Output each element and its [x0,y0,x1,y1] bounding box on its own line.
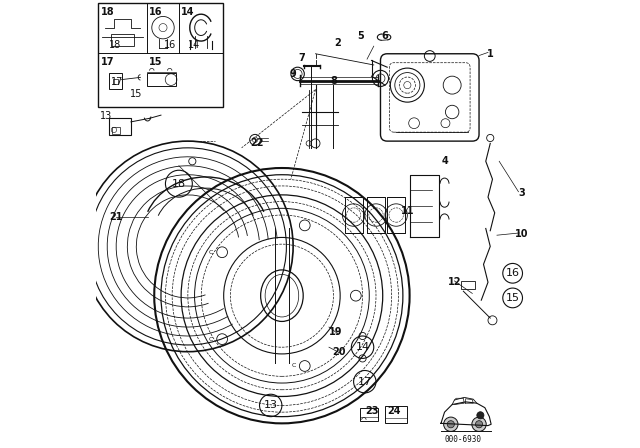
Bar [109,118,131,135]
Text: C: C [209,336,213,342]
Circle shape [477,412,484,419]
Text: 5: 5 [357,31,364,41]
Circle shape [444,417,458,431]
Text: C: C [209,250,213,255]
Bar [385,406,408,423]
Text: 15: 15 [506,293,520,303]
Text: 17: 17 [111,77,124,86]
Circle shape [291,67,305,81]
Text: 11: 11 [401,206,414,215]
Text: 17: 17 [100,57,114,67]
Circle shape [476,421,483,428]
Text: 21: 21 [109,212,123,222]
Bar [345,197,363,233]
Bar [111,34,134,46]
Text: 12: 12 [447,277,461,287]
Text: 24: 24 [387,406,401,416]
Text: 1: 1 [487,49,493,59]
Text: 20: 20 [333,347,346,357]
Text: 7: 7 [299,53,305,63]
Bar [147,73,177,86]
Text: 3: 3 [518,188,525,198]
Text: 15: 15 [130,89,143,99]
Text: 16: 16 [149,7,163,17]
Text: 10: 10 [515,229,529,239]
Bar [112,127,120,134]
Text: 8: 8 [330,76,337,86]
Bar [360,408,378,421]
Text: 18: 18 [109,40,121,50]
Text: 6: 6 [381,31,388,41]
Bar [109,73,122,89]
Text: 19: 19 [329,327,342,337]
Bar [367,197,385,233]
Text: 13: 13 [264,401,278,410]
Text: 15: 15 [149,57,163,67]
Circle shape [189,158,196,165]
Text: 14: 14 [181,7,195,17]
Text: 18: 18 [172,179,186,189]
Text: 17: 17 [358,377,372,387]
Text: 13: 13 [100,112,112,121]
Text: 22: 22 [250,138,264,148]
Text: 16: 16 [164,40,176,50]
Circle shape [472,417,486,431]
Circle shape [447,421,454,428]
Text: C: C [291,363,296,369]
Bar [113,79,118,84]
Circle shape [372,70,388,86]
Text: 4: 4 [442,156,449,166]
Bar [99,3,223,107]
Bar [461,281,475,289]
Text: 16: 16 [506,268,520,278]
Bar [387,197,405,233]
Text: 2: 2 [335,38,341,47]
Text: 14: 14 [188,40,201,50]
Text: 000-6930: 000-6930 [445,435,482,444]
Text: 14: 14 [355,342,370,352]
Text: 18: 18 [100,7,114,17]
Text: 23: 23 [365,406,378,416]
Text: 9: 9 [290,69,296,79]
